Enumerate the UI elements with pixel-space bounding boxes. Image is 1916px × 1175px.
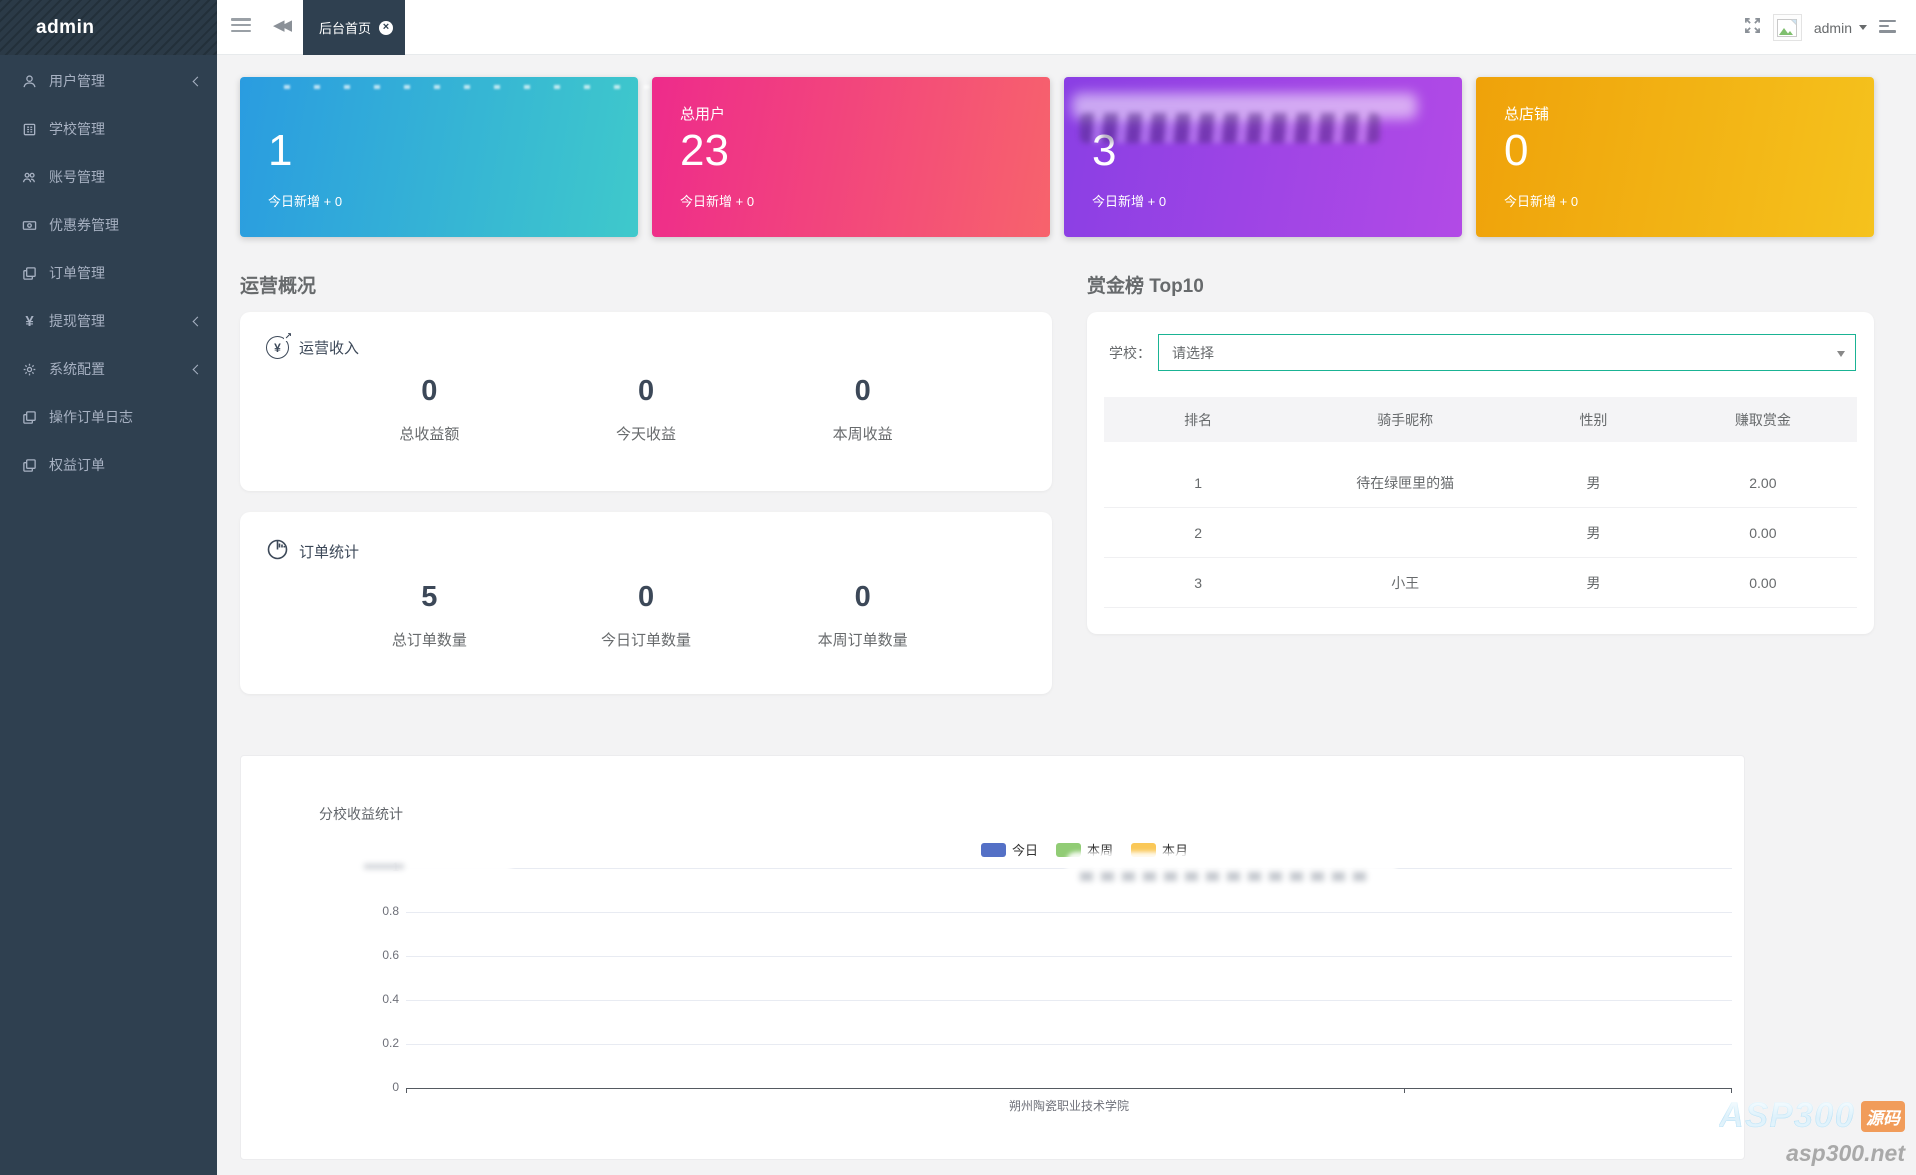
bounty-heading: 赏金榜 Top10 [1087, 276, 1204, 297]
chevron-left-icon [192, 364, 203, 374]
censored-blur-patch [346, 846, 511, 896]
today-income-value: 0 [637, 375, 655, 407]
x-axis-tick [1404, 1088, 1405, 1093]
avatar[interactable] [1772, 14, 1802, 41]
total-income-value: 0 [421, 375, 438, 407]
total-orders-value: 5 [421, 581, 438, 613]
pie-chart-icon [266, 538, 289, 565]
chart-plot-area [406, 868, 1732, 1089]
branch-income-chart: 分校收益统计 今日 本周 本月 1 0.8 0.6 0.4 0.2 0 [240, 755, 1745, 1160]
sidebar-item-user-mgmt[interactable]: 用户管理 [0, 57, 217, 105]
brand-title: admin [36, 16, 95, 38]
x-axis-tick [1731, 1088, 1732, 1093]
right-sidebar-toggle-icon[interactable] [1879, 19, 1896, 35]
users-icon [21, 169, 38, 186]
y-tick-label: 0.8 [382, 904, 399, 918]
rights-icon [21, 457, 38, 474]
orders-panel-title: 订单统计 [299, 544, 360, 561]
scroll-tabs-left-icon[interactable]: ◀◀ [273, 17, 292, 34]
sidebar-item-order-log[interactable]: 操作订单日志 [0, 393, 217, 441]
stat-card-total-shops[interactable]: 总店铺 0 今日新增 + 0 [1476, 77, 1874, 237]
fullscreen-icon[interactable] [1744, 17, 1761, 39]
y-tick-label: 0 [392, 1080, 399, 1094]
censored-blur-patch [1066, 852, 1396, 898]
y-tick-label: 0.6 [382, 948, 399, 962]
sidebar-menu: 用户管理 学校管理 账号管理 优惠券管理 订单管理 [0, 55, 217, 489]
sidebar-item-system-config[interactable]: 系统配置 [0, 345, 217, 393]
coupon-icon [21, 217, 38, 234]
week-income-value: 0 [854, 375, 871, 407]
hamburger-menu-icon[interactable] [231, 18, 251, 34]
stat-card-riders[interactable]: 1 今日新增 + 0 [240, 77, 664, 237]
select-arrow-icon [1837, 351, 1845, 357]
y-tick-label: 0.2 [382, 1036, 399, 1050]
yen-icon: ¥ [25, 312, 34, 330]
x-category-label: 朔州陶瓷职业技术学院 [1008, 1099, 1130, 1113]
bounty-panel: 学校： 请选择 排名 骑手昵称 性别 赚取赏金 1 待在绿 [1087, 312, 1874, 634]
watermark-tag: 源码 [1861, 1100, 1905, 1132]
stat-card-censored[interactable]: 3 今日新增 + 0 [1064, 77, 1462, 237]
censored-title-blur [1072, 93, 1417, 119]
gear-icon [21, 361, 38, 378]
log-icon [21, 409, 38, 426]
table-row: 1 待在绿匣里的猫 男 2.00 [1104, 458, 1857, 508]
today-orders-value: 0 [637, 581, 655, 613]
week-orders-value: 0 [854, 581, 871, 613]
sidebar-item-coupon-mgmt[interactable]: 优惠券管理 [0, 201, 217, 249]
income-panel-title: 运营收入 [299, 340, 360, 357]
broken-image-icon [1777, 18, 1798, 37]
stat-card-total-users[interactable]: 总用户 23 今日新增 + 0 [652, 77, 1050, 237]
orders-icon [21, 265, 38, 282]
legend-swatch [981, 842, 1006, 857]
y-tick-label: 0.4 [382, 992, 399, 1006]
table-row: 3 小王 男 0.00 [1104, 558, 1857, 608]
school-select[interactable]: 请选择 [1158, 334, 1856, 371]
caret-down-icon [1859, 25, 1867, 30]
censored-title-blur [1080, 113, 1380, 143]
x-axis-line [406, 1088, 1732, 1089]
chevron-left-icon [192, 76, 203, 86]
censored-title-blur [284, 85, 664, 89]
watermark-site: asp300.net [1786, 1140, 1905, 1166]
sidebar-header: admin [0, 0, 217, 55]
income-yen-icon: ¥ ↗ [266, 332, 292, 359]
watermark-brand: ASP300 [1718, 1096, 1855, 1135]
user-dropdown[interactable]: admin [1814, 20, 1867, 36]
table-row: 2 男 0.00 [1104, 508, 1857, 558]
sidebar-item-withdraw-mgmt[interactable]: ¥ 提现管理 [0, 297, 217, 345]
school-select-label: 学校： [1109, 344, 1151, 361]
tab-dashboard[interactable]: 后台首页 × [303, 0, 406, 55]
x-axis-tick [406, 1088, 407, 1093]
topbar: ◀◀ 后台首页 × admin [217, 0, 1916, 55]
chart-title: 分校收益统计 [319, 806, 403, 822]
sidebar-item-school-mgmt[interactable]: 学校管理 [0, 105, 217, 153]
income-panel: ¥ ↗ 运营收入 0 总收益额 0 今天收益 0 本周收益 [240, 312, 1052, 491]
operations-heading: 运营概况 [240, 276, 317, 297]
table-header-row: 排名 骑手昵称 性别 赚取赏金 [1104, 397, 1857, 442]
stat-cards-row: 1 今日新增 + 0 总用户 23 今日新增 + 0 3 今日新增 + 0 总店… [240, 77, 1874, 237]
chevron-left-icon [192, 316, 203, 326]
sidebar: admin 用户管理 学校管理 账号管理 优惠券管理 [0, 0, 217, 1175]
user-icon [21, 73, 38, 90]
sidebar-item-rights-order[interactable]: 权益订单 [0, 441, 217, 489]
legend-item-today[interactable]: 今日 [981, 840, 1038, 859]
sidebar-item-account-mgmt[interactable]: 账号管理 [0, 153, 217, 201]
orders-panel: 订单统计 5 总订单数量 0 今日订单数量 0 本周订单数量 [240, 512, 1052, 694]
main-content: 1 今日新增 + 0 总用户 23 今日新增 + 0 3 今日新增 + 0 总店… [217, 55, 1916, 1175]
tab-close-icon[interactable]: × [379, 20, 394, 35]
sidebar-item-order-mgmt[interactable]: 订单管理 [0, 249, 217, 297]
watermark: ASP300 源码 asp300.net [1695, 1096, 1905, 1167]
school-icon [21, 121, 38, 138]
bounty-table: 排名 骑手昵称 性别 赚取赏金 1 待在绿匣里的猫 男 2.00 2 [1104, 397, 1857, 608]
